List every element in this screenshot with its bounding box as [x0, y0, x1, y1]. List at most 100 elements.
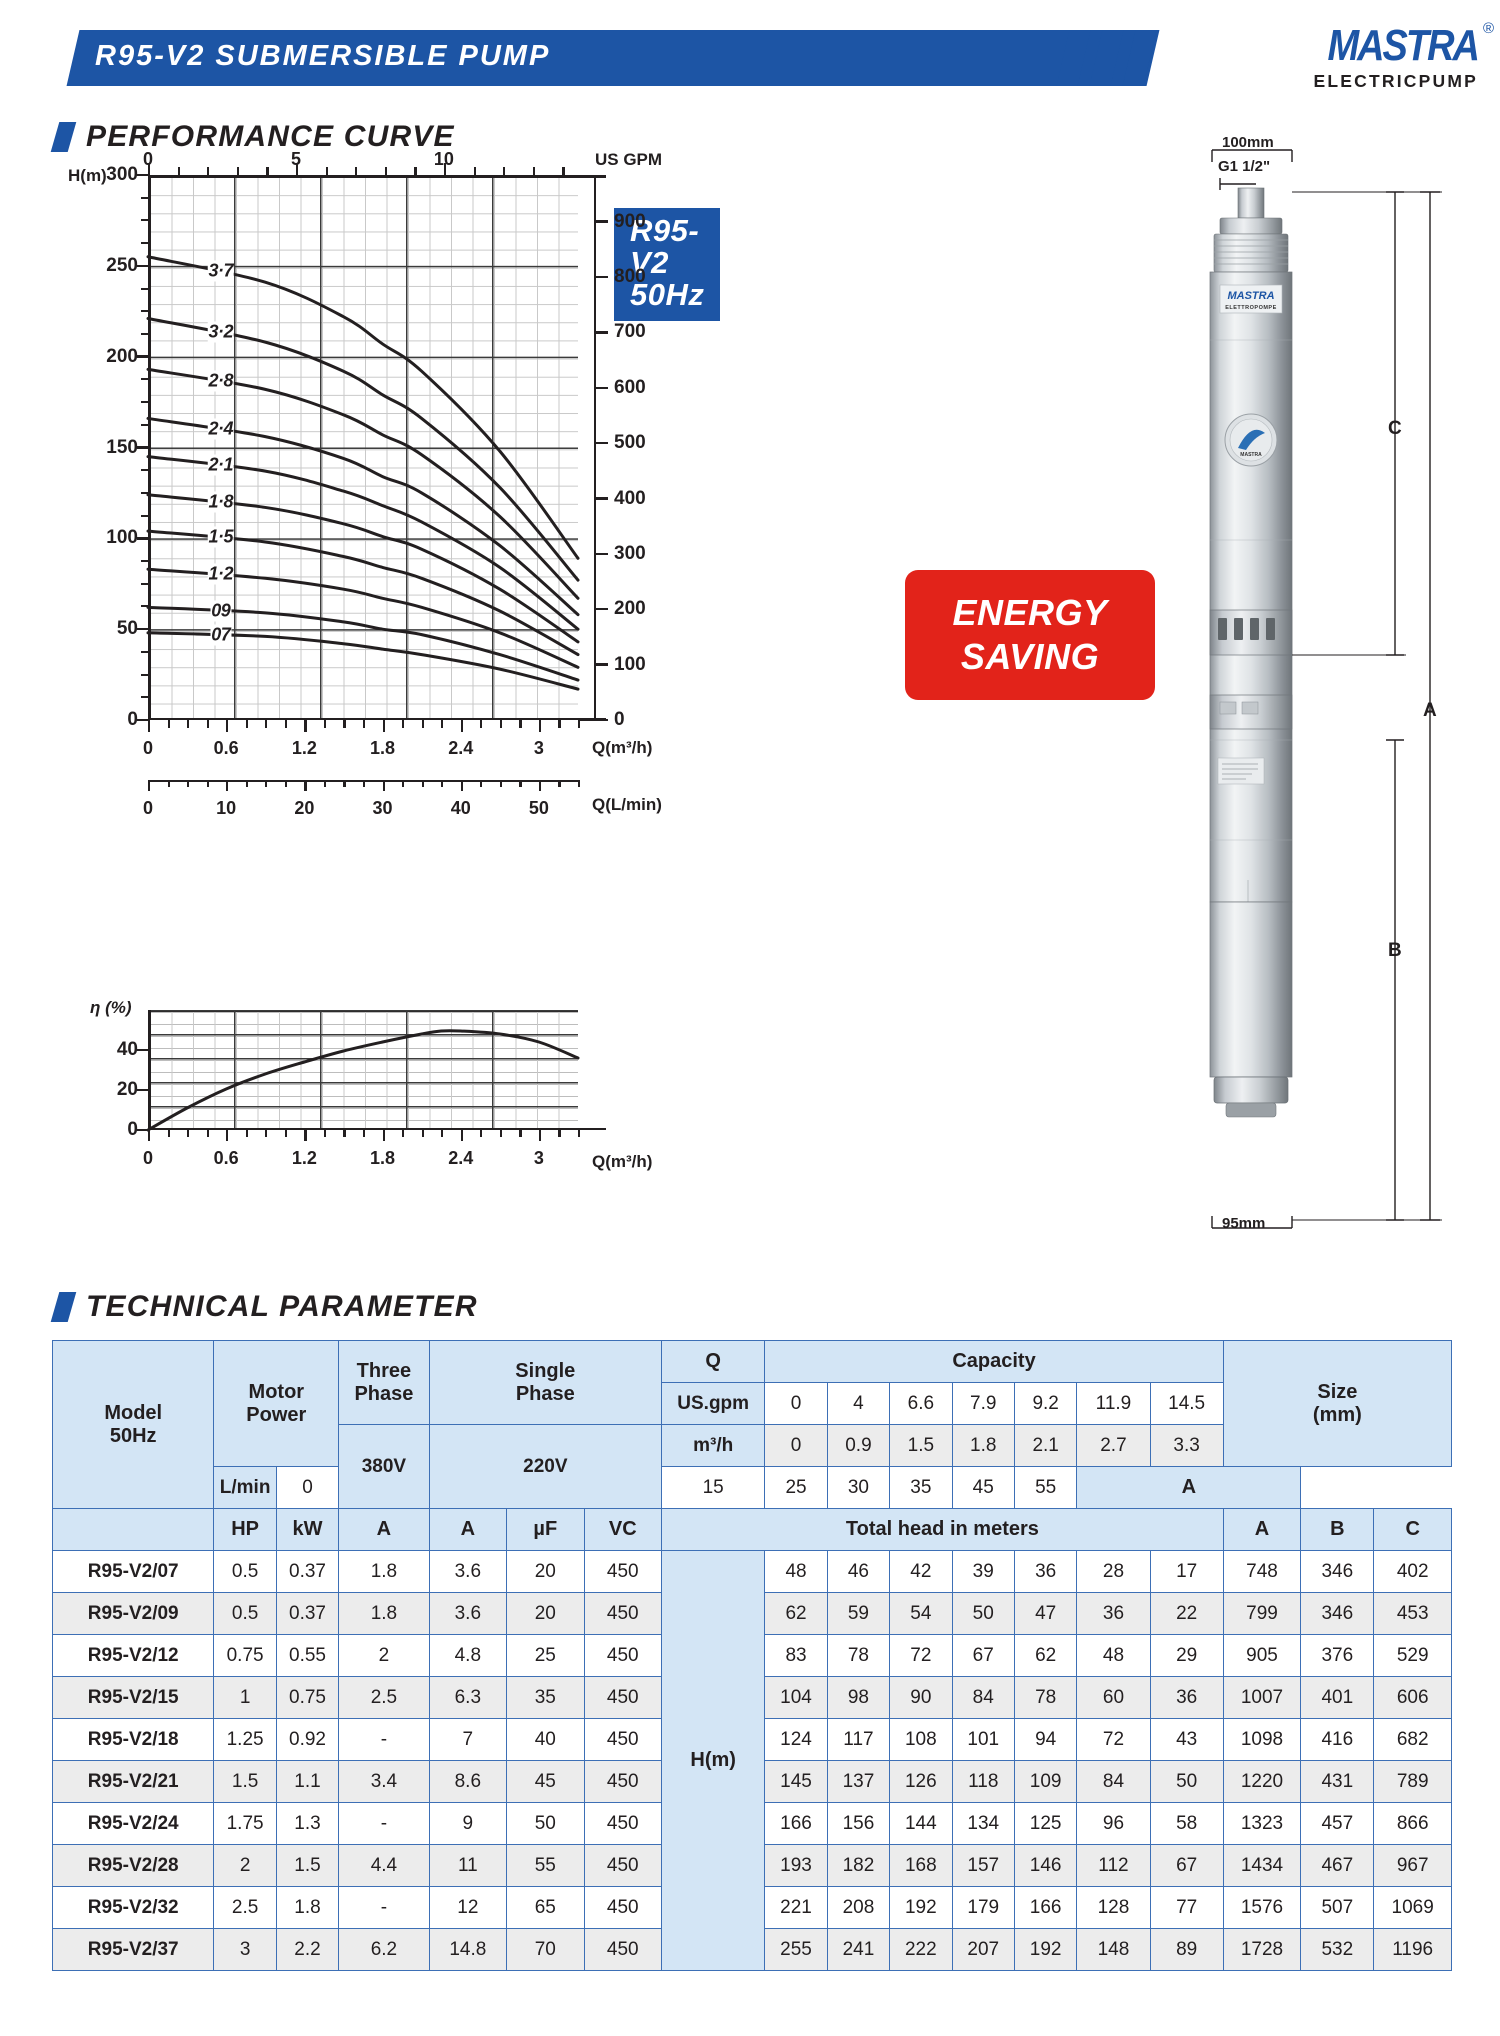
- cell-head-4-2: 108: [889, 1718, 953, 1761]
- table-row: R95-V2/18 1.25 0.92-7 40 450 124 117 108 101 94 72…: [51, 1718, 1452, 1761]
- cell-amp-three-0: 1.8: [338, 1550, 430, 1593]
- cell-kw-4: 0.92: [275, 1718, 340, 1761]
- curve-label-21: 2·1: [207, 454, 235, 476]
- xtick-top-10: 10: [433, 149, 454, 169]
- curve-32: [146, 317, 580, 582]
- cap-lmin-0: 0: [275, 1466, 340, 1509]
- curve-label-07: 07: [210, 624, 232, 646]
- ytick-ft-mark: [594, 441, 608, 445]
- eff-xtick-mark: [226, 1130, 229, 1141]
- table-row: R95-V2/32 2.5 1.8-12 65 450 221 208 192 179 166 12…: [51, 1886, 1452, 1929]
- lmin-tick: [441, 780, 444, 787]
- cell-head-8-5: 128: [1076, 1886, 1151, 1929]
- xtick-mark: [480, 720, 483, 728]
- cap-m3h-3: 1.8: [951, 1424, 1015, 1467]
- table-row: R95-V2/15 1 0.75 2.5 6.3 35 450 104 98 90 84 78 60 36…: [51, 1676, 1452, 1719]
- xtick-top-mark: [384, 167, 387, 175]
- ytick-ft-mark: [594, 663, 608, 666]
- curve-24: [146, 416, 580, 617]
- eff-xtick-3: 3: [533, 1148, 544, 1168]
- cell-head-8-1: 208: [826, 1886, 891, 1929]
- curve-18: [146, 493, 580, 644]
- cell-hp-7: 2: [213, 1844, 277, 1887]
- cell-hp-6: 1.75: [213, 1802, 277, 1845]
- eff-ytick-0: 0: [127, 1119, 138, 1140]
- lmin-label-30: 30: [372, 798, 393, 818]
- cell-head-6-6: 58: [1149, 1802, 1224, 1845]
- xtick-mark: [284, 720, 287, 728]
- brand-name: MASTRA: [1327, 22, 1480, 71]
- th-model-line1: Model: [104, 1401, 163, 1424]
- cell-size-b-3: 401: [1300, 1676, 1375, 1719]
- ytick-ft-600: 600: [614, 376, 646, 398]
- xtick-mark: [519, 720, 522, 728]
- th-single-line1: Single: [515, 1359, 576, 1382]
- lmin-tick: [363, 780, 366, 787]
- eff-xtick-mark: [480, 1130, 483, 1137]
- y-axis-line: [148, 175, 151, 720]
- table-header-row-3: 380V 220V m³/h 0 0.9 1.5 1.8 2.1 2.7 3.3: [53, 1424, 1452, 1509]
- th-size-a: A: [1076, 1466, 1302, 1509]
- cell-size-b-4: 416: [1300, 1718, 1375, 1761]
- ytick-ft-mark: [594, 608, 608, 611]
- lmin-tick: [148, 780, 151, 791]
- curve-label-09: 09: [210, 600, 232, 621]
- lmin-tick: [519, 780, 522, 787]
- table-header-row-2: US.gpm 0 4 6.6 7.9 9.2 11.9 14.5: [53, 1382, 1452, 1425]
- cell-hp-5: 1.5: [213, 1760, 277, 1803]
- lmin-tick: [265, 780, 268, 787]
- dim-label-c: C: [1388, 418, 1402, 439]
- lmin-tick: [460, 780, 463, 791]
- cell-head-8-0: 221: [764, 1886, 828, 1929]
- cell-size-a-9: 1728: [1222, 1928, 1302, 1971]
- xtick-0-6: 0.6: [213, 738, 239, 758]
- th-amp-single: A: [428, 1508, 508, 1551]
- cell-size-c-4: 682: [1373, 1718, 1452, 1761]
- ytick-minor: [141, 673, 148, 676]
- xtick-top-mark: [473, 167, 476, 175]
- cell-kw-1: 0.37: [275, 1592, 340, 1635]
- pump-illustration: MASTRA ELETTROPOMPE MASTRA: [1209, 187, 1293, 1118]
- cell-head-7-3: 157: [951, 1844, 1015, 1887]
- cell-head-4-5: 72: [1076, 1718, 1151, 1761]
- badge-model-label: R95-V2: [630, 213, 700, 280]
- curve-label-32: 3·2: [207, 321, 235, 343]
- th-volt-380: 380V: [338, 1424, 430, 1509]
- cap-m3h-5: 2.7: [1076, 1424, 1151, 1467]
- cap-lmin-4: 35: [889, 1466, 953, 1509]
- ytick-0: 0: [127, 709, 138, 730]
- ytick-100: 100: [106, 527, 138, 549]
- cell-head-3-5: 60: [1076, 1676, 1151, 1719]
- cell-uf-1: 20: [506, 1592, 585, 1635]
- cell-size-a-8: 1576: [1222, 1886, 1302, 1929]
- xtick-1-2: 1.2: [291, 738, 317, 758]
- cell-uf-2: 25: [506, 1634, 585, 1677]
- xtick-top-mark: [266, 167, 269, 175]
- cell-head-5-3: 118: [951, 1760, 1015, 1803]
- cell-amp-three-6: -: [338, 1802, 430, 1845]
- cell-vc-8: 450: [583, 1886, 663, 1929]
- lmin-label-0: 0: [142, 798, 154, 818]
- ytick-ft-mark: [594, 275, 608, 279]
- eff-xtick-mark: [402, 1130, 405, 1137]
- cap-lmin-3: 30: [826, 1466, 891, 1509]
- eff-xtick-mark: [441, 1130, 444, 1137]
- eff-xtick-mark: [343, 1130, 346, 1137]
- cell-hp-2: 0.75: [213, 1634, 277, 1677]
- xtick-top-mark: [503, 167, 506, 175]
- xtick-mark: [304, 720, 307, 732]
- bottom-axis-extension: [578, 719, 596, 722]
- cap-lmin-2: 25: [764, 1466, 828, 1509]
- th-capacity: Capacity: [764, 1340, 1224, 1383]
- cell-uf-3: 35: [506, 1676, 585, 1719]
- axis-label-us-gpm: US GPM: [595, 150, 663, 169]
- header-slash-decoration: [1055, 30, 1185, 86]
- cell-uf-9: 70: [506, 1928, 585, 1971]
- cell-head-1-1: 59: [826, 1592, 891, 1635]
- th-three-line2: Phase: [354, 1382, 414, 1405]
- xtick-mark: [578, 720, 581, 728]
- energy-saving-badge: ENERGY SAVING: [905, 570, 1155, 700]
- xtick-mark: [343, 720, 346, 728]
- cell-model-0: R95-V2/07: [51, 1550, 215, 1593]
- registered-icon: ®: [1482, 20, 1494, 37]
